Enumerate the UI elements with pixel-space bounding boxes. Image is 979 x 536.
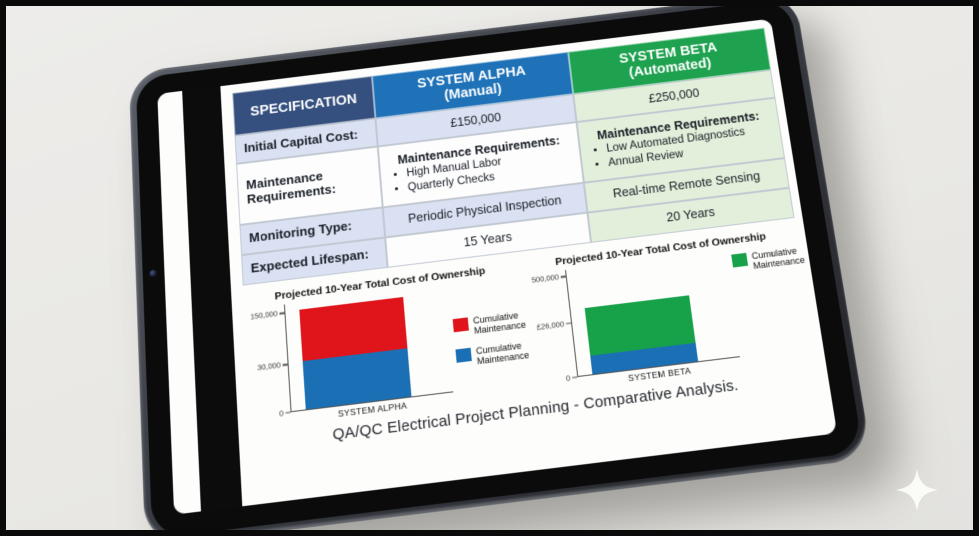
legend-swatch-icon — [731, 252, 749, 268]
y-tick: 0 — [279, 408, 291, 418]
document-content: SPECIFICATION SYSTEM ALPHA (Manual) SYST… — [220, 19, 837, 507]
tablet-bezel: SPECIFICATION SYSTEM ALPHA (Manual) SYST… — [135, 6, 864, 530]
legend-swatch-icon — [452, 317, 469, 333]
sparkle-icon — [895, 468, 939, 512]
legend-item: Cumulative Maintenance — [455, 339, 530, 369]
legend-swatch-icon — [455, 347, 472, 363]
y-tick: £26,000 — [536, 319, 572, 332]
y-axis-ticks: 150,000 30,000 0 — [244, 305, 291, 418]
legend-item: Cumulative Maintenance — [452, 310, 526, 339]
stacked-bar — [299, 290, 412, 410]
legend-label: Cumulative Maintenance — [750, 245, 806, 272]
cost-chart-system-alpha: Projected 10-Year Total Cost of Ownershi… — [243, 261, 530, 430]
legend-label: Cumulative Maintenance — [475, 339, 530, 367]
plot-area — [283, 284, 454, 413]
stacked-bar — [580, 256, 698, 375]
legend-item: Cumulative Maintenance — [731, 245, 806, 273]
cost-chart-system-beta: Projected 10-Year Total Cost of Ownershi… — [524, 227, 818, 395]
y-tick: 500,000 — [531, 272, 566, 285]
chart-legend: Cumulative Maintenance Cumulative Mainten… — [443, 276, 530, 405]
header-label: SPECIFICATION — [249, 91, 358, 120]
tablet-screen: SPECIFICATION SYSTEM ALPHA (Manual) SYST… — [157, 18, 838, 515]
legend-label: Cumulative Maintenance — [472, 310, 527, 337]
y-tick: 150,000 — [250, 309, 285, 322]
tablet-device: SPECIFICATION SYSTEM ALPHA (Manual) SYST… — [128, 6, 872, 530]
y-tick: 30,000 — [257, 360, 288, 373]
front-camera-icon — [149, 269, 157, 278]
plot-area — [565, 250, 740, 378]
